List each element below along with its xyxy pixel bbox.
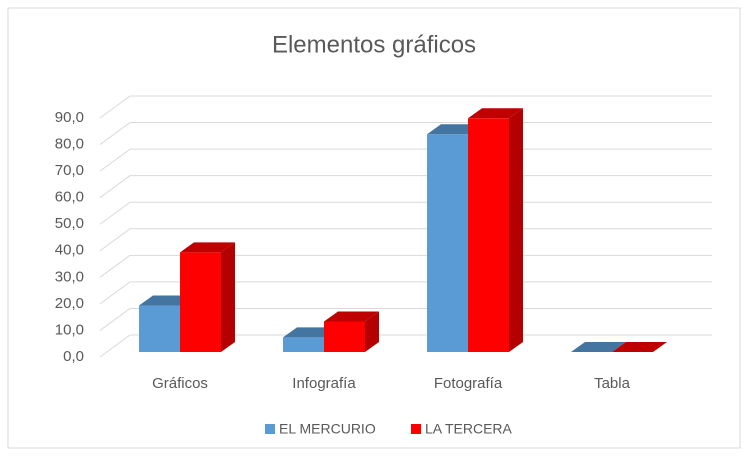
bar-top: [468, 108, 523, 119]
bar-top: [612, 342, 667, 352]
y-tick-label: 50,0: [55, 215, 84, 232]
bar-top: [324, 311, 379, 322]
bar-side: [509, 108, 523, 352]
legend-label: EL MERCURIO: [279, 421, 376, 437]
bar: [139, 305, 180, 352]
y-tick-label: 10,0: [55, 321, 84, 338]
y-tick-label: 30,0: [55, 268, 84, 285]
y-tick-label: 70,0: [55, 162, 84, 179]
grid-line: [99, 95, 712, 119]
bar: [324, 321, 365, 352]
y-tick-label: 60,0: [55, 189, 84, 206]
chart-border: [7, 7, 741, 449]
legend-label: LA TERCERA: [425, 421, 513, 437]
x-tick-label: Tabla: [594, 375, 631, 392]
bar: [468, 118, 509, 352]
y-tick-label: 90,0: [55, 109, 84, 126]
x-tick-label: Gráficos: [152, 375, 208, 392]
bar-side: [221, 242, 235, 352]
y-tick-label: 40,0: [55, 242, 84, 259]
bar: [180, 252, 221, 352]
chart-title: Elementos gráficos: [272, 31, 476, 58]
bar-top: [180, 242, 235, 253]
x-tick-label: Fotografía: [434, 375, 503, 392]
bar: [283, 337, 324, 352]
legend-swatch: [411, 424, 421, 434]
x-tick-label: Infografía: [292, 375, 356, 392]
bar-top: [571, 342, 626, 352]
bar-side: [365, 311, 379, 352]
bar: [427, 134, 468, 352]
y-tick-label: 80,0: [55, 136, 84, 153]
y-tick-label: 20,0: [55, 295, 84, 312]
legend-swatch: [265, 424, 275, 434]
y-tick-label: 0,0: [63, 348, 84, 365]
